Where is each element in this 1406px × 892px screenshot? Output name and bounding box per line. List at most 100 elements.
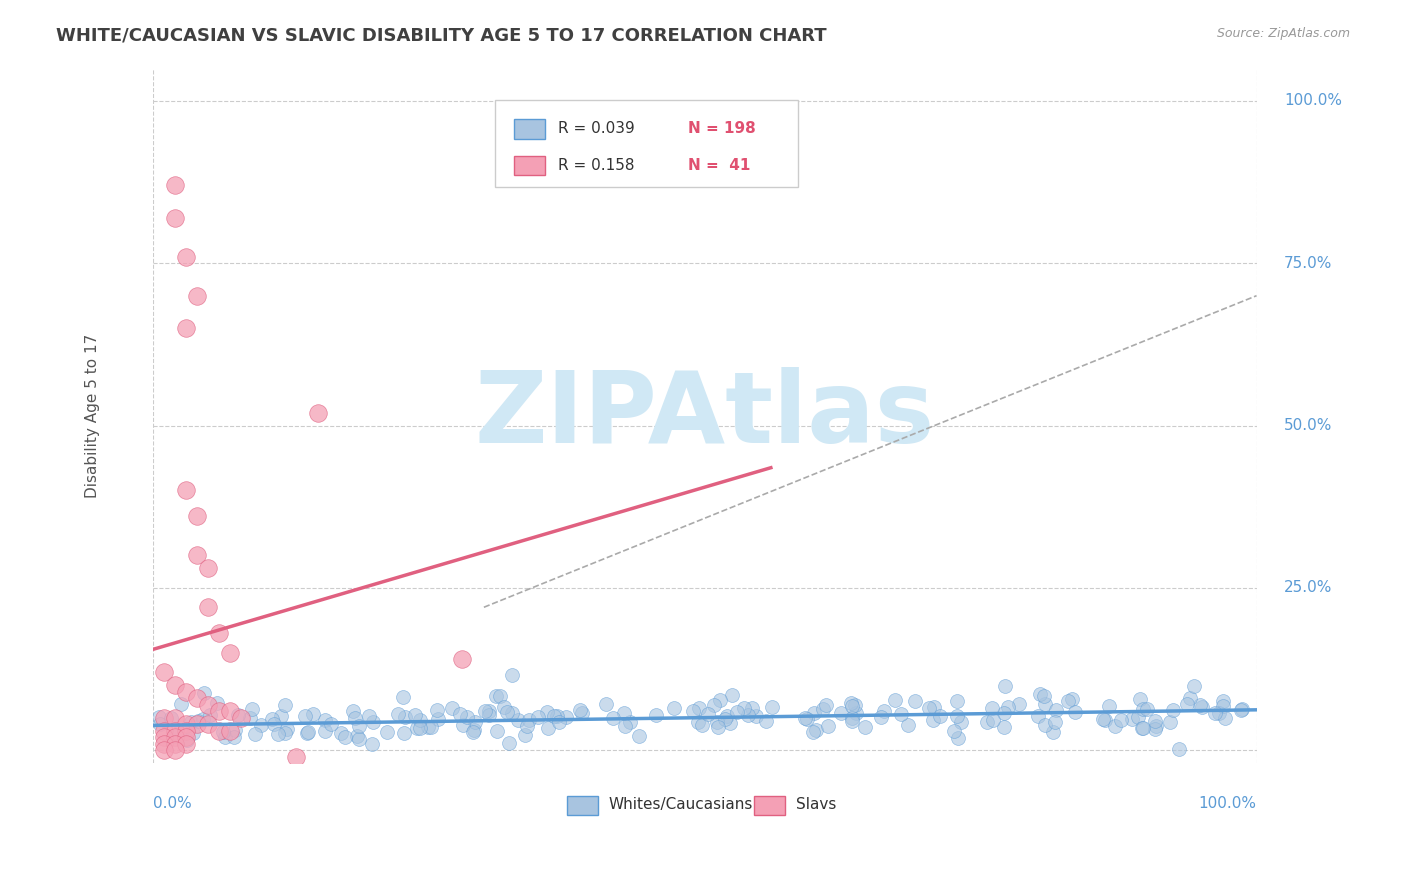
Point — [696, 706, 718, 721]
Point — [314, 724, 336, 739]
Point — [183, 726, 205, 740]
Point — [686, 714, 709, 729]
Point — [394, 709, 416, 723]
Point — [619, 714, 641, 729]
Point — [174, 730, 197, 744]
Point — [1130, 721, 1153, 735]
Point — [983, 714, 1005, 728]
Point — [1168, 741, 1191, 756]
Point — [214, 730, 236, 744]
Point — [1033, 689, 1056, 703]
Point — [260, 712, 283, 726]
Point — [495, 706, 517, 720]
Point — [602, 710, 624, 724]
Point — [387, 707, 409, 722]
Point — [1126, 709, 1149, 723]
Point — [409, 721, 432, 735]
Point — [174, 737, 197, 751]
Point — [186, 691, 208, 706]
Point — [219, 723, 242, 738]
Point — [741, 701, 763, 715]
Point — [981, 700, 1004, 714]
Text: Slavs: Slavs — [796, 797, 837, 813]
Point — [1033, 718, 1056, 732]
Point — [839, 696, 862, 710]
Point — [335, 730, 357, 744]
Point — [297, 725, 319, 739]
Point — [488, 689, 510, 703]
Point — [904, 694, 927, 708]
Point — [197, 561, 219, 575]
Point — [245, 726, 267, 740]
Point — [361, 737, 384, 751]
Point — [1159, 714, 1181, 729]
Point — [152, 665, 174, 680]
Point — [449, 706, 471, 721]
Point — [394, 726, 416, 740]
Point — [148, 710, 170, 724]
Point — [571, 706, 593, 720]
Point — [946, 694, 969, 708]
Point — [841, 698, 863, 713]
Point — [501, 668, 523, 682]
Point — [198, 708, 221, 723]
Point — [344, 711, 367, 725]
Point — [242, 702, 264, 716]
Bar — [513, 119, 544, 138]
Point — [406, 721, 429, 735]
Point — [976, 714, 998, 729]
Point — [208, 704, 231, 718]
Point — [806, 723, 828, 737]
Text: 100.0%: 100.0% — [1198, 796, 1257, 811]
Point — [873, 704, 896, 718]
Text: N = 198: N = 198 — [688, 121, 756, 136]
Point — [174, 723, 197, 738]
Point — [375, 724, 398, 739]
Point — [186, 289, 208, 303]
Point — [1204, 706, 1226, 720]
Point — [149, 717, 172, 731]
Point — [870, 710, 893, 724]
Text: 50.0%: 50.0% — [1284, 418, 1333, 433]
Point — [426, 703, 449, 717]
Point — [922, 713, 945, 727]
Point — [1094, 714, 1116, 728]
Bar — [513, 156, 544, 175]
Point — [841, 714, 863, 729]
Point — [813, 701, 835, 715]
Point — [478, 708, 501, 723]
Point — [1121, 712, 1143, 726]
Text: Whites/Caucasians: Whites/Caucasians — [609, 797, 754, 813]
Point — [163, 178, 186, 193]
Point — [152, 730, 174, 744]
Point — [714, 712, 737, 726]
Point — [949, 714, 972, 729]
Point — [1063, 705, 1085, 719]
Point — [427, 712, 450, 726]
Point — [174, 717, 197, 731]
Point — [841, 711, 863, 725]
Point — [943, 724, 966, 739]
Point — [844, 698, 866, 712]
Point — [1229, 703, 1251, 717]
Text: Disability Age 5 to 17: Disability Age 5 to 17 — [84, 334, 100, 498]
Point — [463, 723, 485, 737]
Point — [662, 701, 685, 715]
Point — [1191, 699, 1213, 714]
Point — [347, 732, 370, 747]
Point — [517, 713, 540, 727]
Point — [1208, 706, 1230, 720]
Point — [301, 707, 323, 722]
Point — [568, 703, 591, 717]
Point — [307, 405, 329, 419]
Point — [890, 706, 912, 721]
Point — [498, 736, 520, 750]
Point — [682, 704, 704, 718]
Point — [174, 250, 197, 264]
Point — [174, 483, 197, 498]
Point — [197, 717, 219, 731]
Point — [165, 730, 187, 744]
Point — [274, 698, 297, 712]
Point — [707, 720, 730, 734]
Point — [187, 714, 209, 728]
